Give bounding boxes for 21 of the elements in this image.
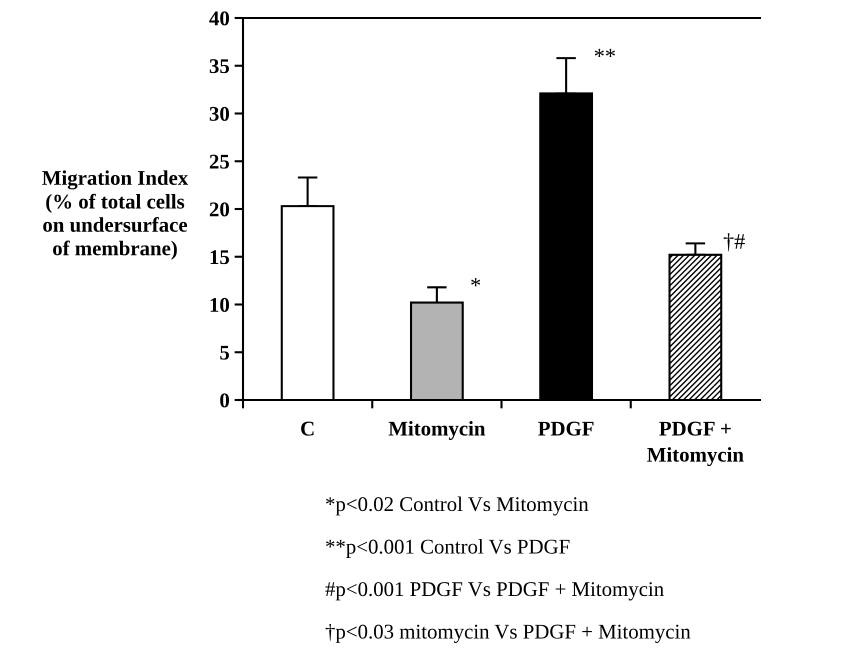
y-tick-label: 10 (210, 298, 230, 312)
y-tick-label: 5 (220, 346, 230, 360)
text: *p<0.02 Control Vs Mitomycin (326, 496, 588, 516)
x-tick-label: Mitomycin (388, 421, 486, 440)
y-tick-label: 15 (210, 250, 230, 264)
annotation: * (471, 278, 480, 286)
x-tick-label: C (301, 422, 314, 436)
text: **p<0.001 Control Vs PDGF (326, 539, 570, 558)
y-axis-title: Migration Index (% of total cells on undersurface of membrane) (42, 170, 188, 260)
x-tick-label: PDGF (538, 422, 594, 436)
annotation: †# (724, 233, 745, 252)
y-tick-label: 35 (210, 59, 230, 74)
text: †p<0.03 mitomycin Vs PDGF + Mitomycin (326, 624, 690, 643)
y-tick-label: 25 (210, 154, 230, 169)
annotation: ** (594, 48, 615, 58)
y-tick-label: 0 (220, 393, 230, 408)
y-tick-label: 20 (210, 202, 230, 216)
x-tick-label: PDGF + Mitomycin (647, 422, 744, 466)
text: #p<0.001 PDGF Vs PDGF + Mitomycin (325, 582, 664, 600)
y-tick-label: 30 (210, 106, 230, 121)
y-tick-label: 40 (209, 11, 230, 26)
